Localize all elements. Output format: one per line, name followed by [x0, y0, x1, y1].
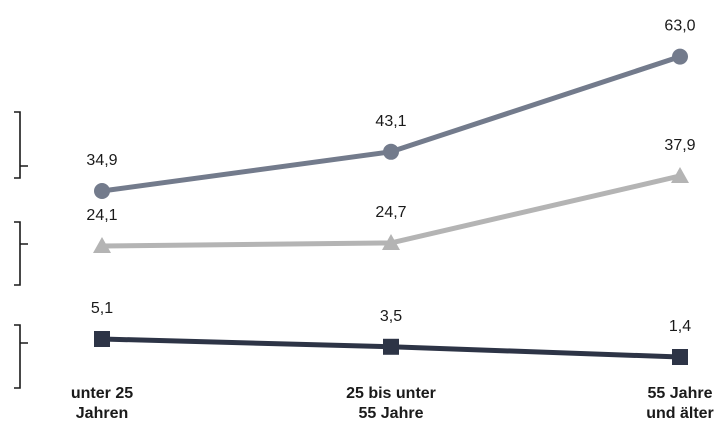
series-2-triangle-marker-3 [671, 166, 689, 183]
bracket-bottom [14, 324, 28, 389]
series-2-data-label-2: 24,7 [375, 204, 406, 221]
series-3-square-marker-2 [383, 338, 399, 355]
series-1-data-label-1: 34,9 [86, 152, 117, 169]
series-1-circle-marker-2 [383, 143, 399, 160]
series-2: 24,1 24,7 37,9 [86, 137, 696, 253]
series-1-circle-marker-1 [94, 183, 110, 199]
left-brackets [14, 111, 28, 389]
series-1-data-label-2: 43,1 [375, 113, 406, 130]
series-1-circle-marker-3 [672, 48, 688, 65]
series-1: 34,9 43,1 63,0 [86, 18, 696, 199]
series-3-square-marker-3 [672, 349, 688, 366]
series-3-data-label-2: 3,5 [380, 308, 402, 325]
bracket-middle [14, 221, 28, 286]
x-tick-label-2: 25 bis unter 55 Jahre [346, 385, 436, 422]
series-2-triangle-marker-2 [382, 233, 400, 250]
series-3-data-label-1: 5,1 [91, 300, 113, 317]
series-3-square-marker-1 [94, 331, 110, 347]
series-3-data-label-3: 1,4 [669, 318, 691, 335]
series-2-data-label-3: 37,9 [664, 137, 695, 154]
series-3: 5,1 3,5 1,4 [91, 300, 691, 366]
series-layer: 34,9 43,1 63,0 24,1 24,7 37,9 5,1 3,5 1,4 [86, 18, 696, 366]
bracket-top [14, 111, 28, 179]
x-axis-labels: unter 25 Jahren 25 bis unter 55 Jahre 55 Jah… [71, 385, 714, 422]
series-1-data-label-3: 63,0 [664, 18, 695, 35]
series-2-data-label-1: 24,1 [86, 207, 117, 224]
x-tick-label-1: unter 25 Jahren [71, 385, 133, 422]
x-tick-label-3: 55 Jahre und älter [646, 385, 714, 422]
series-2-triangle-marker-1 [93, 237, 111, 253]
